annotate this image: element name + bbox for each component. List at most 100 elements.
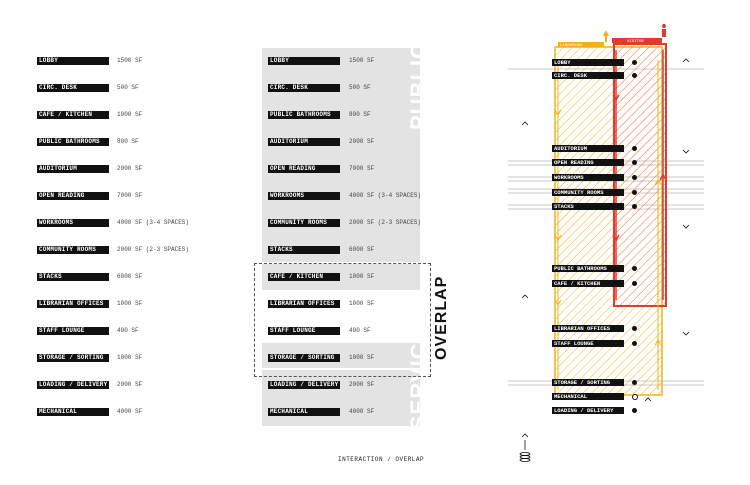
program-name: CIRC. DESK — [268, 84, 340, 92]
program-row: AUDITORIUM 2000 SF — [37, 165, 237, 175]
visitor-flow-label: VISITOR — [627, 40, 644, 44]
connection-node — [632, 408, 637, 413]
program-name: PUBLIC BATHROOMS — [37, 138, 109, 146]
diagram-program-name: STACKS — [552, 203, 624, 210]
program-name: MECHANICAL — [37, 408, 109, 416]
program-name: STORAGE / SORTING — [37, 354, 109, 362]
program-row: CAFE / KITCHEN 1000 SF — [268, 273, 418, 283]
program-area: 6000 SF — [117, 273, 143, 280]
program-name: AUDITORIUM — [268, 138, 340, 146]
program-name: STACKS — [268, 246, 340, 254]
side-chevron-icons — [521, 58, 690, 450]
program-name: OPEN READING — [37, 192, 109, 200]
program-name: CAFE / KITCHEN — [37, 111, 109, 119]
diagram-program-name: COMMUNITY ROOMS — [552, 189, 624, 196]
connection-node — [632, 341, 637, 346]
connection-node — [632, 146, 637, 151]
connection-node — [632, 281, 637, 286]
program-area: 7000 SF — [349, 165, 375, 172]
program-row: LOADING / DELIVERY 2000 SF — [37, 381, 237, 391]
program-area: 800 SF — [117, 138, 139, 145]
program-name: STAFF LOUNGE — [37, 327, 109, 335]
program-area: 1500 SF — [349, 57, 375, 64]
program-area: 500 SF — [117, 84, 139, 91]
program-row: CIRC. DESK 500 SF — [37, 84, 237, 94]
program-name: OPEN READING — [268, 165, 340, 173]
program-row: STACKS 6000 SF — [268, 246, 418, 256]
program-row: STAFF LOUNGE 400 SF — [37, 327, 237, 337]
program-name: LOBBY — [37, 57, 109, 65]
visitor-flow-tag — [612, 38, 662, 43]
program-row: OPEN READING 7000 SF — [37, 192, 237, 202]
program-row: CIRC. DESK 500 SF — [268, 84, 418, 94]
diagram-program-name: PUBLIC BATHROOMS — [552, 265, 624, 272]
diagram-program-name: AUDITORIUM — [552, 145, 624, 152]
diagram-program-name: LOADING / DELIVERY — [552, 407, 624, 414]
connection-node — [632, 204, 637, 209]
program-name: CAFE / KITCHEN — [268, 273, 340, 281]
connection-node — [632, 160, 637, 165]
staff-flow-label: LIBRARIAN — [560, 44, 582, 48]
program-row: PUBLIC BATHROOMS 800 SF — [268, 111, 418, 121]
connection-node — [632, 380, 637, 385]
program-name: COMMUNITY ROOMS — [37, 246, 109, 254]
program-area: 1000 SF — [349, 300, 375, 307]
program-area: 1000 SF — [117, 111, 143, 118]
diagram-program-name: OPEN READING — [552, 159, 624, 166]
connection-node — [632, 60, 637, 65]
diagram-program-name: STORAGE / SORTING — [552, 379, 624, 386]
diagram-program-name: LIBRARIAN OFFICES — [552, 325, 624, 332]
program-area: 2000 SF (2-3 SPACES) — [349, 219, 422, 226]
section-stack-icon — [519, 452, 531, 462]
program-row: STORAGE / SORTING 1000 SF — [37, 354, 237, 364]
connection-node — [632, 190, 637, 195]
diagram-program-name: CIRC. DESK — [552, 72, 624, 79]
program-area: 1000 SF — [117, 300, 143, 307]
diagram-program-name: STAFF LOUNGE — [552, 340, 624, 347]
program-name: WORKROOMS — [37, 219, 109, 227]
program-name: LOBBY — [268, 57, 340, 65]
program-area: 7000 SF — [117, 192, 143, 199]
connection-node — [632, 73, 637, 78]
connection-node — [632, 266, 637, 271]
program-row: LIBRARIAN OFFICES 1000 SF — [268, 300, 418, 310]
program-area: 1000 SF — [349, 354, 375, 361]
program-name: WORKROOMS — [268, 192, 340, 200]
program-row: OPEN READING 7000 SF — [268, 165, 418, 175]
program-row: LOBBY 1500 SF — [268, 57, 418, 67]
program-row: LOBBY 1500 SF — [37, 57, 237, 67]
program-name: LOADING / DELIVERY — [268, 381, 340, 389]
diagram-program-name: MECHANICAL — [552, 393, 624, 400]
program-row: STAFF LOUNGE 400 SF — [268, 327, 418, 337]
program-area: 2000 SF — [349, 381, 375, 388]
program-area: 500 SF — [349, 84, 371, 91]
visitor-person-icon — [662, 24, 666, 37]
program-name: LIBRARIAN OFFICES — [268, 300, 340, 308]
program-area: 4000 SF — [349, 408, 375, 415]
program-row: MECHANICAL 4000 SF — [37, 408, 237, 418]
program-row: CAFE / KITCHEN 1000 SF — [37, 111, 237, 121]
program-area: 800 SF — [349, 111, 371, 118]
program-row: COMMUNITY ROOMS 2000 SF (2-3 SPACES) — [37, 246, 237, 256]
program-area: 1500 SF — [117, 57, 143, 64]
connection-node — [632, 394, 638, 400]
diagram-caption: INTERACTION / OVERLAP — [338, 456, 425, 463]
program-name: MECHANICAL — [268, 408, 340, 416]
diagram-program-name: CAFE / KITCHEN — [552, 280, 624, 287]
connection-node — [632, 326, 637, 331]
program-area: 4000 SF — [117, 408, 143, 415]
program-row: STORAGE / SORTING 1000 SF — [268, 354, 418, 364]
overlap-dashed-box — [254, 263, 431, 377]
staff-flow-tag — [558, 42, 604, 47]
program-row: PUBLIC BATHROOMS 800 SF — [37, 138, 237, 148]
program-area: 4000 SF (3-4 SPACES) — [349, 192, 422, 199]
program-row: MECHANICAL 4000 SF — [268, 408, 418, 418]
program-name: LOADING / DELIVERY — [37, 381, 109, 389]
program-name: COMMUNITY ROOMS — [268, 219, 340, 227]
staff-flow-arrows — [554, 60, 662, 390]
program-area: 4000 SF (3-4 SPACES) — [117, 219, 190, 226]
program-name: AUDITORIUM — [37, 165, 109, 173]
program-name: STAFF LOUNGE — [268, 327, 340, 335]
program-row: COMMUNITY ROOMS 2000 SF (2-3 SPACES) — [268, 219, 422, 229]
